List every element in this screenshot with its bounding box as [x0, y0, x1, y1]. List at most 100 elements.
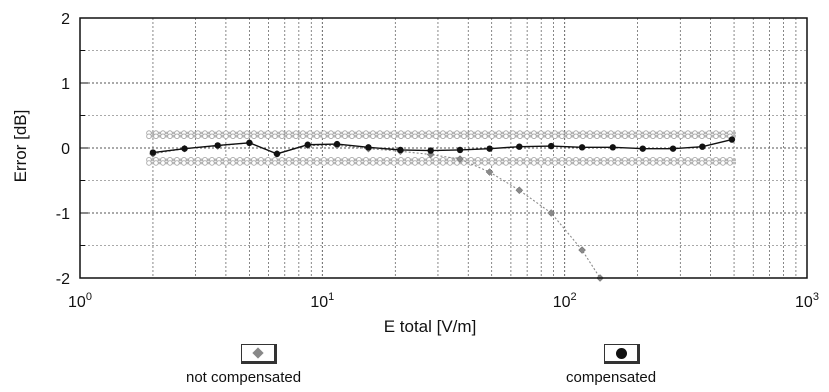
band-marker — [363, 160, 369, 166]
band-marker — [237, 133, 243, 140]
band-marker — [202, 133, 208, 140]
band-marker — [699, 133, 705, 140]
band-marker — [160, 133, 166, 140]
band-marker — [531, 160, 537, 166]
point-compensated — [728, 136, 736, 143]
band-marker — [426, 160, 432, 166]
band-marker — [706, 133, 712, 140]
band-marker — [461, 133, 467, 140]
band-marker — [419, 160, 425, 166]
band-marker — [559, 133, 565, 140]
band-marker — [321, 133, 327, 140]
band-marker — [608, 160, 614, 166]
band-marker — [664, 133, 670, 140]
band-marker — [349, 160, 355, 166]
band-marker — [552, 133, 558, 140]
band-marker — [167, 133, 173, 140]
band-marker — [538, 160, 544, 166]
band-marker — [202, 160, 208, 166]
band-marker — [657, 133, 663, 140]
band-marker — [573, 160, 579, 166]
series-line-compensated — [152, 138, 733, 155]
band-marker — [727, 160, 733, 166]
band-marker — [552, 160, 558, 166]
band-marker — [636, 160, 642, 166]
point-compensated — [149, 149, 157, 156]
point-not-compensated — [485, 168, 494, 176]
band-marker — [650, 160, 656, 166]
band-marker — [265, 160, 271, 166]
band-marker — [209, 160, 215, 166]
band-marker — [629, 133, 635, 140]
band-marker — [335, 160, 341, 166]
band-marker — [713, 133, 719, 140]
band-marker — [195, 160, 201, 166]
band-marker — [209, 133, 215, 140]
x-tick-label: 101 — [310, 291, 334, 311]
band-marker — [524, 133, 530, 140]
band-marker — [174, 133, 180, 140]
band-marker — [258, 160, 264, 166]
band-marker — [692, 133, 698, 140]
point-compensated — [365, 144, 372, 151]
band-marker — [293, 160, 299, 166]
band-marker — [433, 133, 439, 140]
plot-frame — [79, 17, 808, 279]
band-marker — [573, 133, 579, 140]
x-tick-label: 103 — [795, 291, 819, 311]
band-marker — [447, 133, 453, 140]
band-marker — [440, 133, 446, 140]
band-marker — [342, 160, 348, 166]
band-marker — [244, 160, 250, 166]
legend-swatch-compensated — [604, 344, 640, 364]
band-marker — [706, 160, 712, 166]
band-marker — [601, 133, 607, 140]
x-tick-label: 100 — [68, 291, 92, 311]
point-compensated — [397, 146, 404, 154]
band-marker — [489, 160, 495, 166]
band-marker — [307, 160, 313, 166]
x-tick-labels: 100 101 102 103 — [68, 291, 819, 311]
band-marker — [181, 133, 187, 140]
band-marker — [195, 133, 201, 140]
point-compensated — [181, 145, 188, 152]
point-not-compensated — [456, 155, 464, 163]
band-marker — [643, 133, 649, 140]
band-marker — [587, 133, 593, 140]
point-not-compensated — [547, 209, 556, 217]
band-marker — [685, 133, 691, 140]
band-marker — [517, 160, 523, 166]
band-marker — [405, 133, 411, 140]
band-marker — [279, 160, 285, 166]
band-marker — [251, 160, 257, 166]
band-marker — [580, 133, 586, 140]
band-marker — [629, 160, 635, 166]
band-marker — [678, 160, 684, 166]
y-axis-label: Error [dB] — [11, 110, 30, 183]
band-marker — [468, 133, 474, 140]
band-marker — [335, 133, 341, 140]
band-marker — [566, 160, 572, 166]
band-marker — [475, 133, 481, 140]
band-marker — [377, 160, 383, 166]
band-marker — [594, 160, 600, 166]
circle-marker-icon — [615, 347, 627, 359]
band-marker — [370, 160, 376, 166]
band-marker — [503, 133, 509, 140]
band-marker — [349, 133, 355, 140]
band-marker — [300, 160, 306, 166]
point-compensated — [486, 145, 493, 152]
band-marker — [356, 160, 362, 166]
band-marker — [279, 133, 285, 140]
x-tick-label: 102 — [553, 291, 577, 311]
band-marker — [685, 160, 691, 166]
point-compensated — [304, 141, 311, 148]
band-marker — [244, 133, 250, 140]
diamond-marker-icon — [252, 347, 264, 359]
band-marker — [622, 133, 628, 140]
band-marker — [636, 133, 642, 140]
y-tick-label: -1 — [56, 206, 70, 223]
band-marker — [419, 133, 425, 140]
band-marker — [601, 160, 607, 166]
